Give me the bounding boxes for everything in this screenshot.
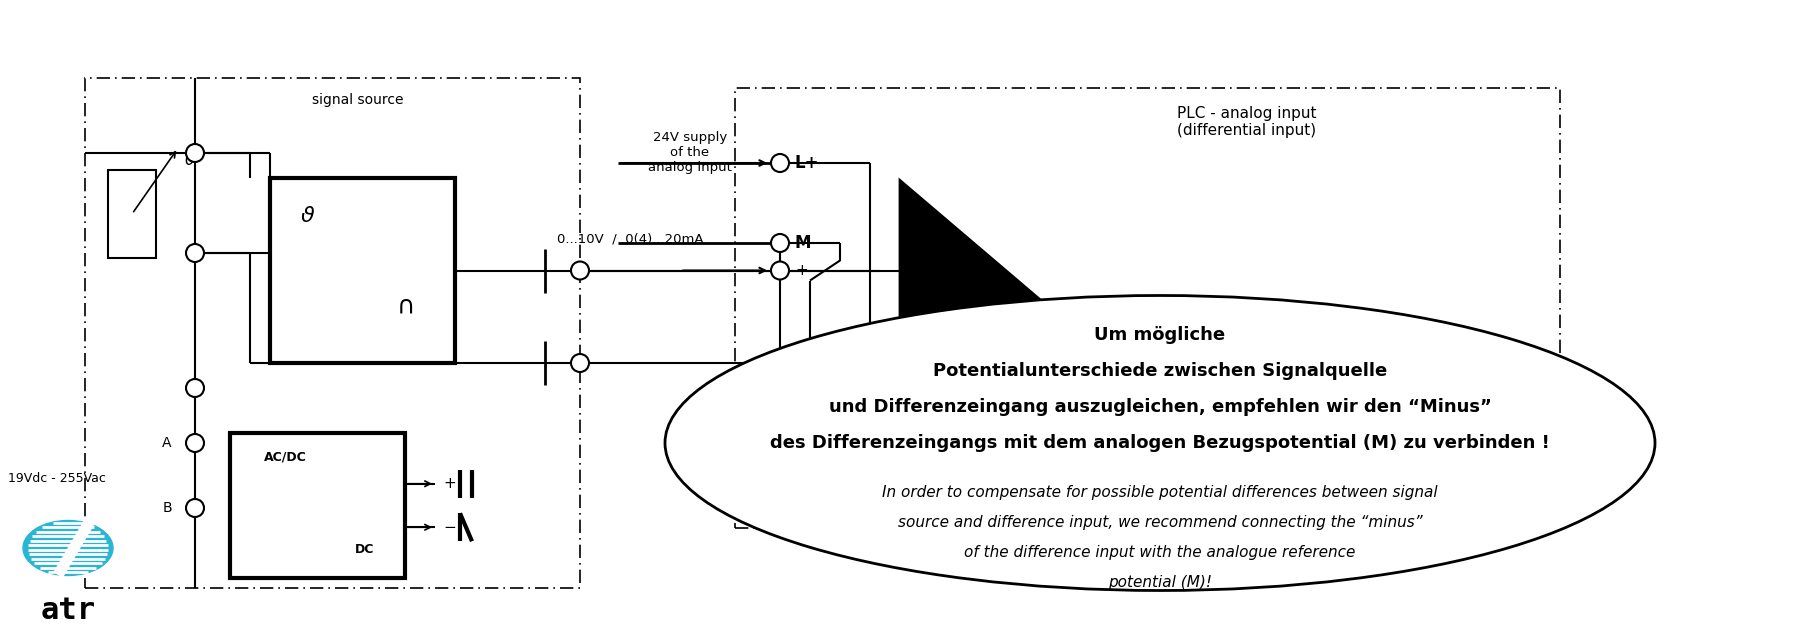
Text: signal source: signal source (311, 93, 403, 107)
Circle shape (185, 144, 203, 162)
Bar (108, 170, 157, 258)
Text: atr: atr (40, 596, 95, 625)
Circle shape (770, 354, 788, 372)
Text: $\vartheta$: $\vartheta$ (184, 151, 196, 169)
Circle shape (770, 154, 788, 172)
Circle shape (185, 244, 203, 262)
Polygon shape (900, 181, 1060, 453)
Ellipse shape (664, 296, 1654, 590)
Text: DC: DC (355, 543, 374, 556)
Text: −: − (443, 520, 455, 535)
Bar (85, 78, 580, 588)
Circle shape (185, 379, 203, 397)
Bar (734, 88, 1561, 528)
Bar (230, 433, 405, 578)
Text: +: + (796, 263, 808, 278)
Circle shape (571, 262, 589, 280)
Text: A: A (162, 436, 171, 450)
Text: L+: L+ (796, 154, 819, 172)
Text: Um mögliche: Um mögliche (1094, 326, 1226, 344)
Circle shape (185, 434, 203, 452)
Text: PLC - analog input
(differential input): PLC - analog input (differential input) (1177, 106, 1316, 138)
Text: AC/DC: AC/DC (263, 451, 306, 464)
Text: −: − (796, 356, 808, 370)
Text: source and difference input, we recommend connecting the “minus”: source and difference input, we recommen… (898, 516, 1422, 530)
Circle shape (571, 354, 589, 372)
Circle shape (770, 262, 788, 280)
Circle shape (770, 234, 788, 252)
Text: des Differenzeingangs mit dem analogen Bezugspotential (M) zu verbinden !: des Differenzeingangs mit dem analogen B… (770, 434, 1550, 452)
Text: und Differenzeingang auszugleichen, empfehlen wir den “Minus”: und Differenzeingang auszugleichen, empf… (828, 398, 1492, 416)
Text: $\vartheta$: $\vartheta$ (301, 206, 315, 226)
Text: potential (M)!: potential (M)! (1109, 575, 1211, 590)
Ellipse shape (23, 520, 113, 575)
Text: M: M (796, 234, 812, 252)
Text: B: B (162, 501, 171, 515)
Text: of the difference input with the analogue reference: of the difference input with the analogu… (965, 545, 1355, 561)
Text: Potentialunterschiede zwischen Signalquelle: Potentialunterschiede zwischen Signalque… (932, 362, 1388, 380)
Text: 19Vdc - 255Vac: 19Vdc - 255Vac (7, 471, 106, 484)
Text: In order to compensate for possible potential differences between signal: In order to compensate for possible pote… (882, 485, 1438, 500)
Text: 24V supply
of the
analog input: 24V supply of the analog input (648, 132, 733, 174)
Text: 0...10V  /  0(4)...20mA: 0...10V / 0(4)...20mA (556, 233, 704, 246)
Text: $\cap$: $\cap$ (396, 294, 414, 318)
Bar (270, 178, 455, 363)
Circle shape (185, 499, 203, 517)
Text: +: + (443, 476, 455, 491)
